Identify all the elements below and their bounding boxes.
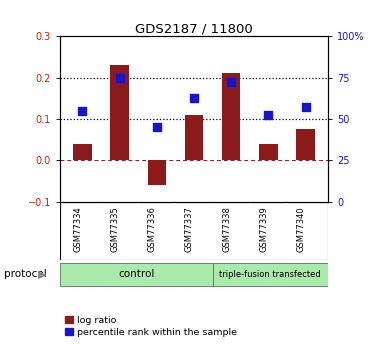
Text: protocol: protocol <box>4 269 47 279</box>
Text: control: control <box>118 269 154 279</box>
Text: GSM77335: GSM77335 <box>111 207 120 252</box>
Bar <box>73 144 92 160</box>
Point <box>228 79 234 85</box>
Text: ▶: ▶ <box>38 269 47 279</box>
Point <box>116 75 123 80</box>
Legend: log ratio, percentile rank within the sample: log ratio, percentile rank within the sa… <box>65 316 237 337</box>
Text: GSM77338: GSM77338 <box>222 207 231 253</box>
Bar <box>60 202 328 260</box>
Bar <box>185 115 203 160</box>
Point <box>265 112 272 118</box>
Bar <box>222 73 241 160</box>
Bar <box>110 65 129 160</box>
Point <box>303 104 309 109</box>
Bar <box>296 129 315 160</box>
Title: GDS2187 / 11800: GDS2187 / 11800 <box>135 22 253 35</box>
Text: triple-fusion transfected: triple-fusion transfected <box>219 270 321 279</box>
Point <box>79 108 85 114</box>
Point <box>191 96 197 101</box>
FancyBboxPatch shape <box>213 263 328 286</box>
Text: GSM77340: GSM77340 <box>296 207 306 252</box>
Text: GSM77334: GSM77334 <box>73 207 82 252</box>
FancyBboxPatch shape <box>60 263 213 286</box>
Bar <box>147 160 166 185</box>
Text: GSM77336: GSM77336 <box>148 207 157 253</box>
Bar <box>259 144 278 160</box>
Text: GSM77337: GSM77337 <box>185 207 194 253</box>
Text: GSM77339: GSM77339 <box>259 207 268 252</box>
Point <box>154 125 160 130</box>
